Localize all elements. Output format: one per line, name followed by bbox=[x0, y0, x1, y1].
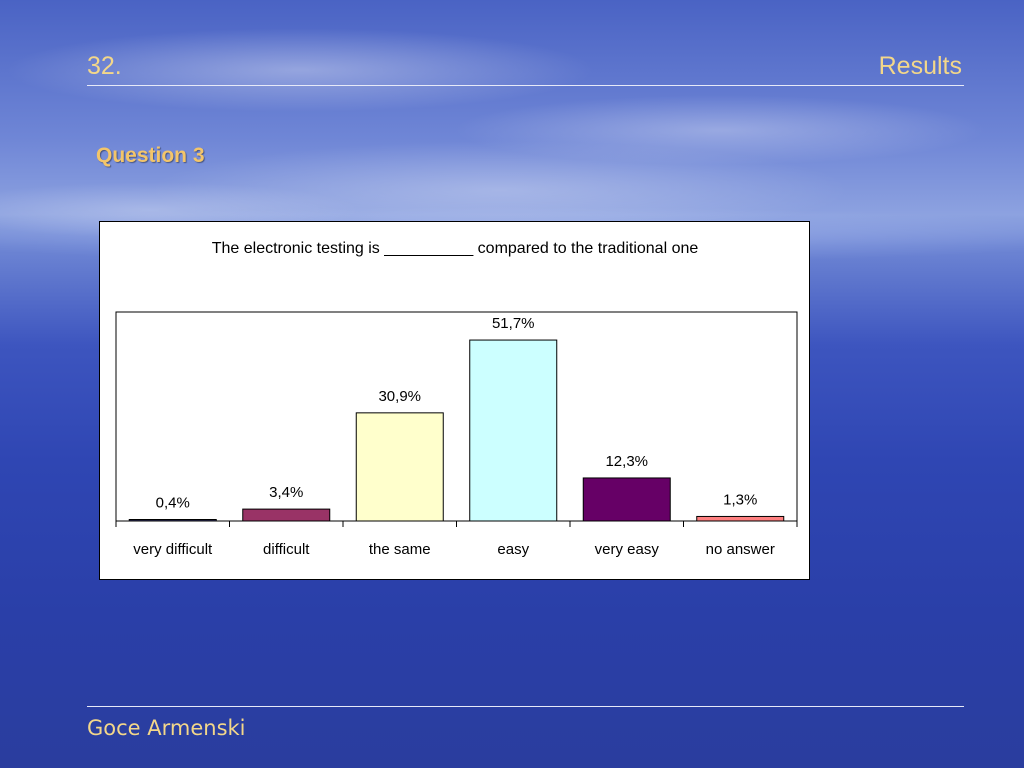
data-label: 12,3% bbox=[605, 453, 648, 470]
x-tick-label: no answer bbox=[706, 541, 775, 558]
data-label: 0,4% bbox=[156, 495, 190, 512]
x-tick-label: difficult bbox=[263, 541, 310, 558]
data-label: 1,3% bbox=[723, 491, 757, 508]
bar-difficult bbox=[242, 508, 331, 522]
data-label: 30,9% bbox=[378, 388, 421, 405]
bar-easy bbox=[469, 339, 558, 522]
bar-no-answer bbox=[696, 515, 785, 522]
bar-chart: The electronic testing is __________ com… bbox=[99, 221, 810, 580]
slide-number: 32. bbox=[87, 52, 122, 80]
chart-title: The electronic testing is __________ com… bbox=[211, 240, 699, 257]
slide-title: Results bbox=[878, 52, 962, 80]
chart-plot: 0,4% very difficult 3,4% difficult 30,9% the … bbox=[115, 311, 798, 558]
x-tick-label: very easy bbox=[595, 541, 660, 558]
data-label: 3,4% bbox=[269, 484, 303, 501]
x-tick-label: easy bbox=[497, 541, 529, 558]
bar-very-difficult bbox=[128, 519, 217, 522]
data-label: 51,7% bbox=[492, 315, 535, 332]
footer-divider bbox=[87, 706, 964, 707]
bar-the-same bbox=[355, 412, 444, 522]
footer-author: Goce Armenski bbox=[87, 716, 246, 740]
question-label: Question 3 bbox=[96, 144, 205, 167]
plot-area-frame bbox=[115, 311, 798, 522]
bar-very-easy bbox=[582, 477, 671, 522]
x-tick-label: very difficult bbox=[133, 541, 213, 558]
x-tick-label: the same bbox=[369, 541, 431, 558]
header-divider bbox=[87, 85, 964, 86]
